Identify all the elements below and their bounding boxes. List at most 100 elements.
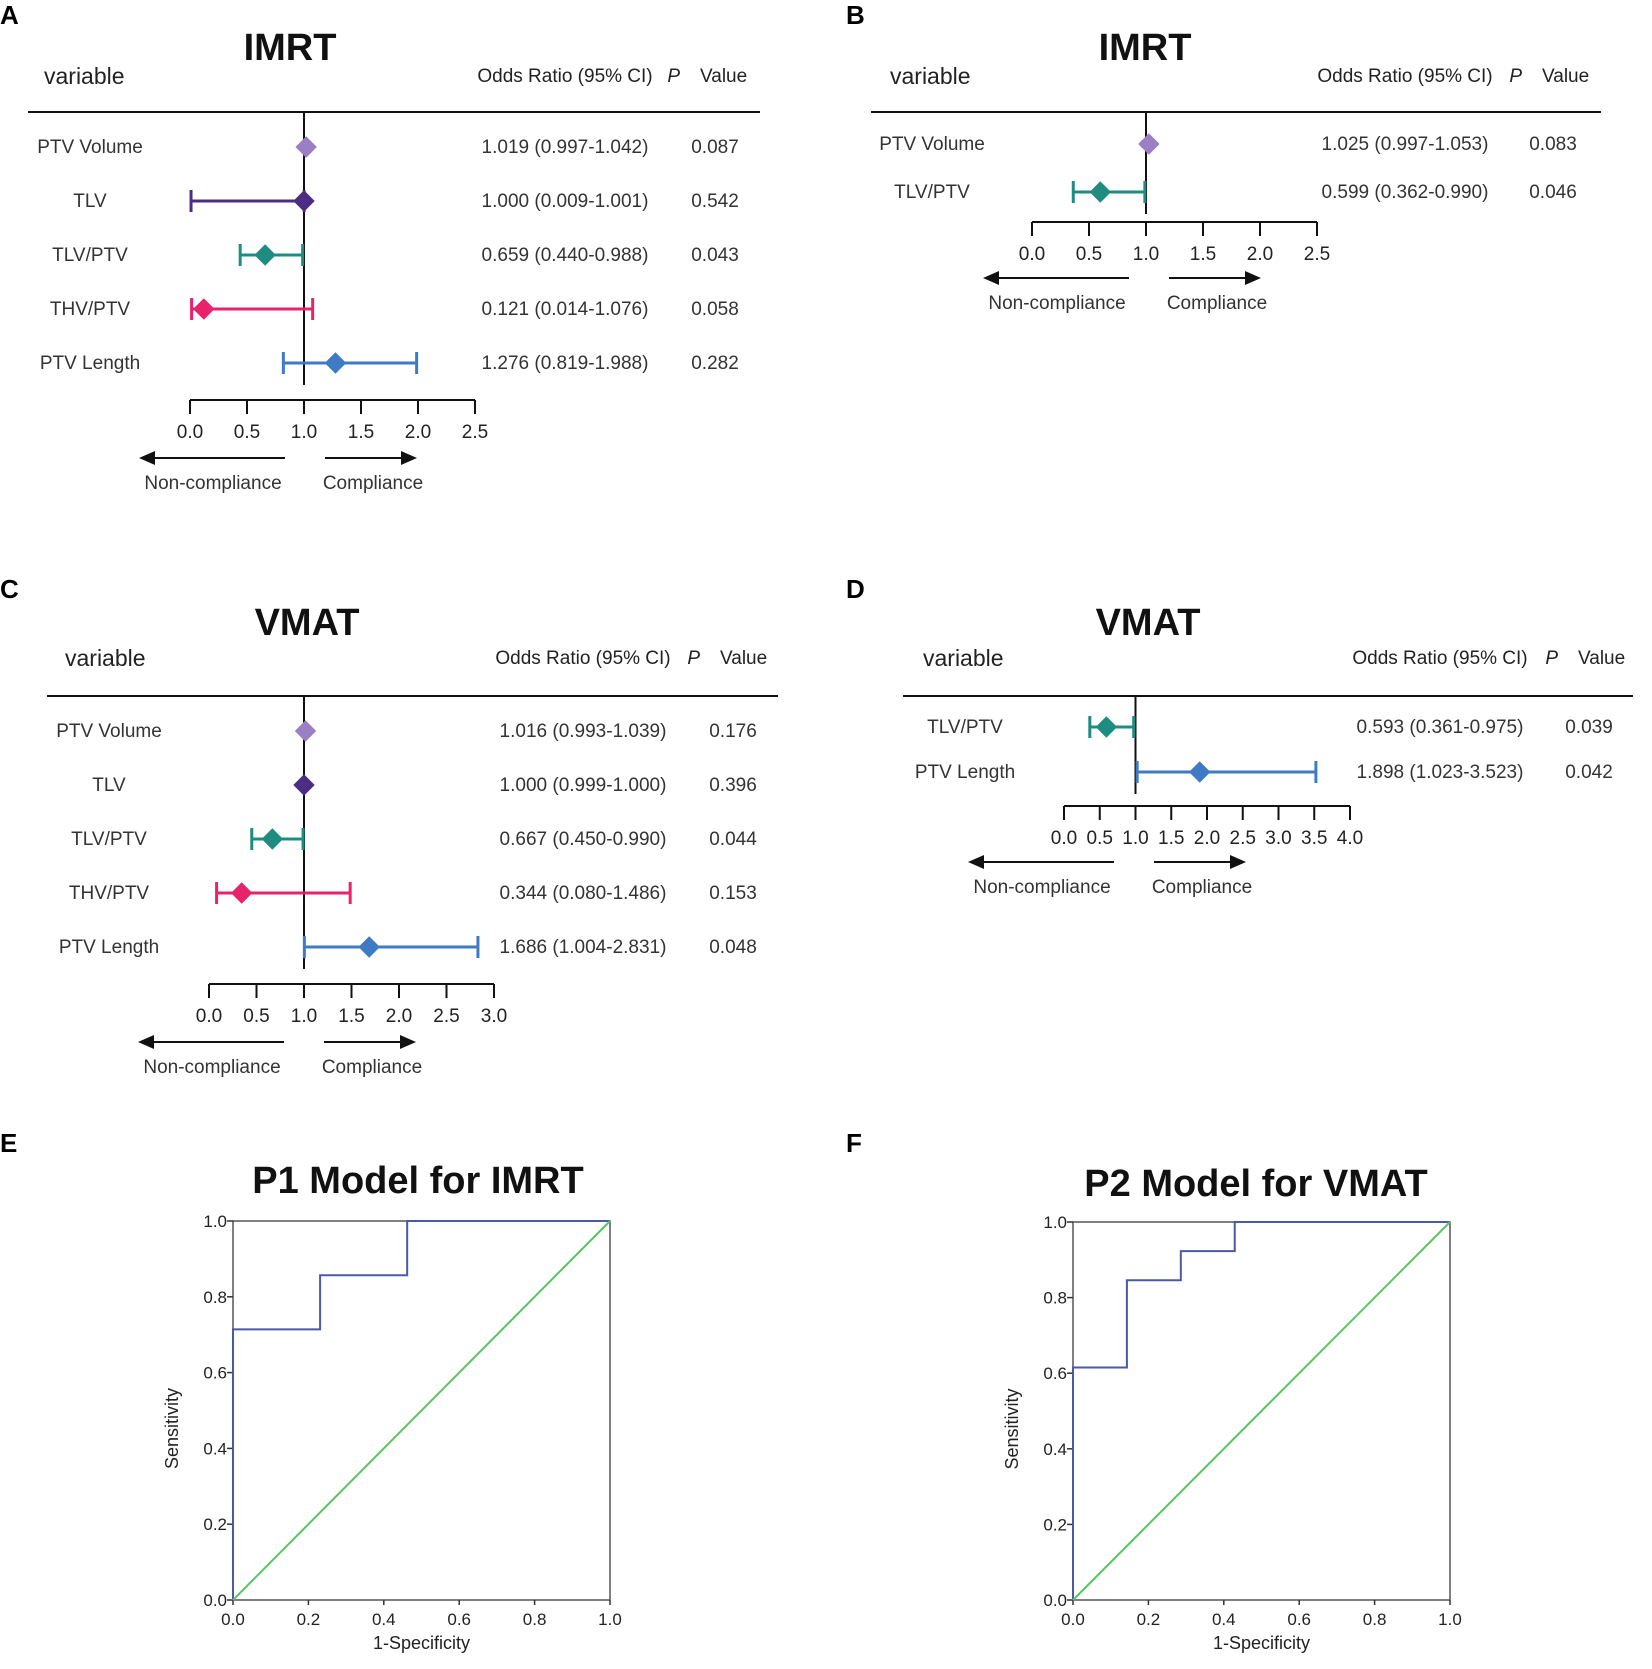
x-tick-label: 0.2 (1137, 1610, 1161, 1629)
roc-curve (1072, 1221, 1450, 1600)
row-label: PTV Length (915, 762, 1015, 783)
forest-x-axis: 0.0 0.5 1.0 1.5 2.0 2.5 3.0 3.5 4.0 (1051, 805, 1363, 849)
panel-letter: B (846, 0, 865, 30)
forest-x-axis: 0.0 0.5 1.0 1.5 2.0 2.5 3.0 (196, 983, 507, 1027)
forest-x-axis: 0.0 0.5 1.0 1.5 2.0 2.5 (1019, 221, 1330, 265)
tick-label: 4.0 (1337, 828, 1363, 849)
forest-row-ptv-volume: PTV Volume 1.025 (0.997-1.053) 0.083 (879, 133, 1577, 155)
arrow-left-head (139, 451, 155, 465)
tick-label: 2.0 (386, 1006, 412, 1027)
header-odds-ratio: Odds Ratio (95% CI) (1317, 66, 1492, 87)
or-diamond (1095, 716, 1118, 738)
forest-row-ptv-length: PTV Length 1.898 (1.023-3.523) 0.042 (915, 761, 1613, 783)
or-diamond (230, 882, 253, 904)
tick-label: 1.5 (338, 1006, 364, 1027)
arrow-right-head (400, 1035, 416, 1049)
or-ci-value: 0.344 (0.080-1.486) (500, 883, 667, 904)
or-ci-value: 1.000 (0.009-1.001) (482, 191, 649, 212)
or-ci-value: 1.276 (0.819-1.988) (482, 353, 649, 374)
tick-label: 0.5 (243, 1006, 269, 1027)
row-label: PTV Length (40, 353, 140, 374)
tick-label: 1.0 (291, 422, 317, 443)
row-label: THV/PTV (50, 299, 131, 320)
p-value: 0.087 (691, 137, 739, 158)
reference-diagonal (232, 1220, 611, 1601)
p-value: 0.043 (691, 245, 739, 266)
or-ci-value: 0.593 (0.361-0.975) (1357, 717, 1524, 738)
header-p-value: Value (1542, 66, 1589, 87)
x-tick-label: 0.8 (1363, 1610, 1387, 1629)
or-diamond (294, 720, 317, 742)
tick-label: 1.5 (1190, 244, 1216, 265)
x-tick-label: 0.4 (372, 1610, 396, 1629)
tick-label: 3.5 (1301, 828, 1327, 849)
y-axis-label: Sensitivity (162, 1388, 182, 1469)
panel-title: P1 Model for IMRT (252, 1160, 583, 1202)
header-p-value: Value (700, 66, 747, 87)
y-tick-label: 0.0 (203, 1591, 227, 1610)
header-p-italic: P (687, 648, 700, 669)
p-value: 0.042 (1565, 762, 1613, 783)
panel-title: P2 Model for VMAT (1084, 1163, 1427, 1205)
tick-label: 1.5 (348, 422, 374, 443)
or-ci-value: 0.667 (0.450-0.990) (500, 829, 667, 850)
header-p-value: Value (1578, 648, 1625, 669)
direction-arrows: Non-compliance Compliance (138, 1035, 422, 1078)
p-value: 0.058 (691, 299, 739, 320)
roc-curve (232, 1220, 610, 1600)
header-variable: variable (44, 63, 125, 89)
forest-row-tlv-ptv: TLV/PTV 0.599 (0.362-0.990) 0.046 (894, 181, 1577, 203)
header-variable: variable (65, 645, 146, 671)
or-diamond (1138, 133, 1160, 155)
p-value: 0.046 (1529, 182, 1577, 203)
y-tick-label: 0.0 (1043, 1591, 1067, 1610)
row-label: TLV/PTV (52, 245, 128, 266)
p-value: 0.282 (691, 353, 739, 374)
forest-row-tlv-ptv: TLV/PTV 0.593 (0.361-0.975) 0.039 (927, 716, 1613, 738)
header-variable: variable (923, 645, 1004, 671)
forest-row-tlv: TLV 1.000 (0.009-1.001) 0.542 (73, 190, 739, 212)
label-compliance: Compliance (1152, 877, 1252, 898)
tick-label: 1.0 (1122, 828, 1148, 849)
forest-row-ptv-length: PTV Length 1.276 (0.819-1.988) 0.282 (40, 352, 739, 374)
p-value: 0.044 (709, 829, 757, 850)
header-p-value: Value (720, 648, 767, 669)
p-value: 0.396 (709, 775, 757, 796)
p-value: 0.039 (1565, 717, 1613, 738)
panel-letter: C (0, 574, 19, 604)
row-label: TLV/PTV (894, 182, 970, 203)
tick-label: 0.0 (177, 422, 203, 443)
label-non-compliance: Non-compliance (973, 877, 1110, 898)
tick-label: 3.0 (1265, 828, 1291, 849)
arrow-right-head (1245, 271, 1261, 285)
or-ci-value: 1.025 (0.997-1.053) (1322, 134, 1489, 155)
x-tick-label: 1.0 (1438, 1610, 1462, 1629)
tick-label: 1.0 (291, 1006, 317, 1027)
tick-label: 0.0 (196, 1006, 222, 1027)
p-value: 0.176 (709, 721, 757, 742)
label-compliance: Compliance (1167, 293, 1267, 314)
or-ci-value: 1.016 (0.993-1.039) (500, 721, 667, 742)
or-diamond (1089, 181, 1111, 203)
row-label: PTV Volume (56, 721, 162, 742)
direction-arrows: Non-compliance Compliance (139, 451, 423, 494)
y-tick-label: 0.6 (203, 1364, 227, 1383)
panel-letter: E (0, 1128, 17, 1158)
row-label: TLV/PTV (71, 829, 147, 850)
or-diamond (293, 774, 315, 796)
forest-row-thv-ptv: THV/PTV 0.344 (0.080-1.486) 0.153 (69, 882, 757, 904)
or-diamond (1189, 761, 1211, 783)
roc-panel-f: F P2 Model for VMAT 0.0 0.2 0.4 0.6 0.8 1.0 0.0 0… (846, 1128, 1462, 1653)
y-tick-label: 0.6 (1043, 1364, 1067, 1383)
y-tick-label: 0.8 (1043, 1289, 1067, 1308)
row-label: TLV (73, 191, 107, 212)
forest-panel-d: D VMAT variable Odds Ratio (95% CI) P Value TL… (846, 574, 1633, 898)
tick-label: 2.5 (1230, 828, 1256, 849)
panel-title: VMAT (1096, 602, 1201, 644)
tick-label: 2.5 (1304, 244, 1330, 265)
or-ci-value: 0.659 (0.440-0.988) (482, 245, 649, 266)
y-axis-label: Sensitivity (1002, 1388, 1022, 1469)
label-non-compliance: Non-compliance (143, 1057, 280, 1078)
row-label: THV/PTV (69, 883, 150, 904)
